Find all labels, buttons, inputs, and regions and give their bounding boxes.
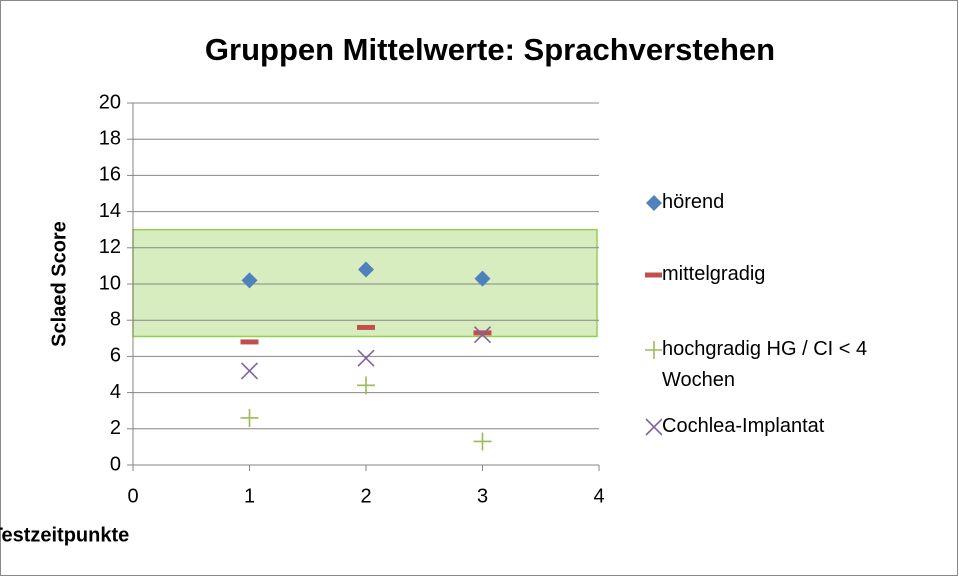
marker-plus: [357, 376, 375, 395]
marker-cross: [240, 362, 259, 380]
marker-plus: [473, 432, 492, 451]
marker-dash: [240, 339, 259, 345]
y-tick-label: 18: [99, 127, 121, 149]
legend-item: mittelgradig: [644, 263, 944, 290]
y-tick-label: 4: [110, 381, 121, 403]
y-tick-label: 10: [99, 272, 121, 294]
y-tick-label: 14: [99, 200, 121, 222]
y-axis-title: Sclaed Score: [48, 221, 70, 347]
legend-item: Cochlea-Implantat: [644, 415, 944, 442]
y-tick-label: 2: [110, 417, 121, 439]
x-tick-label: 3: [477, 485, 488, 507]
y-tick-label: 0: [110, 453, 121, 475]
y-tick-label: 6: [110, 345, 121, 367]
legend-marker: [645, 341, 662, 359]
legend-marker: [645, 272, 662, 278]
legend-label: hörend: [662, 191, 725, 213]
x-tick-label: 1: [244, 485, 255, 507]
marker-diamond: [241, 272, 258, 289]
marker-cross: [357, 349, 375, 367]
x-tick-label: 4: [593, 485, 604, 507]
chart-title: Gruppen Mittelwerte: Sprachverstehen: [205, 32, 775, 67]
marker-diamond: [474, 270, 491, 287]
x-tick-label: 2: [360, 485, 371, 507]
legend-item: hochgradig HG / CI < 4 Wochen: [644, 338, 944, 396]
marker-plus: [645, 341, 662, 359]
marker-plus: [240, 408, 259, 427]
marker-dash: [645, 272, 662, 278]
marker-dash: [473, 330, 492, 336]
marker-dash: [357, 324, 375, 330]
marker-cross: [645, 418, 662, 436]
marker-cross: [473, 326, 492, 344]
y-tick-label: 16: [99, 164, 121, 186]
y-tick-label: 8: [110, 308, 121, 330]
y-tick-label: 20: [99, 91, 121, 113]
x-axis-title: Testzeitpunkte: [0, 524, 129, 546]
legend-item: hörend: [644, 191, 944, 218]
legend-marker: [645, 418, 662, 436]
legend-label: hochgradig HG / CI < 4 Wochen: [662, 338, 868, 391]
y-tick-label: 12: [99, 236, 121, 258]
x-tick-label: 0: [127, 485, 138, 507]
legend-marker: [646, 195, 662, 211]
marker-diamond: [646, 195, 662, 211]
legend-label: Cochlea-Implantat: [662, 415, 825, 437]
legend-label: mittelgradig: [662, 263, 766, 285]
marker-diamond: [358, 261, 374, 278]
